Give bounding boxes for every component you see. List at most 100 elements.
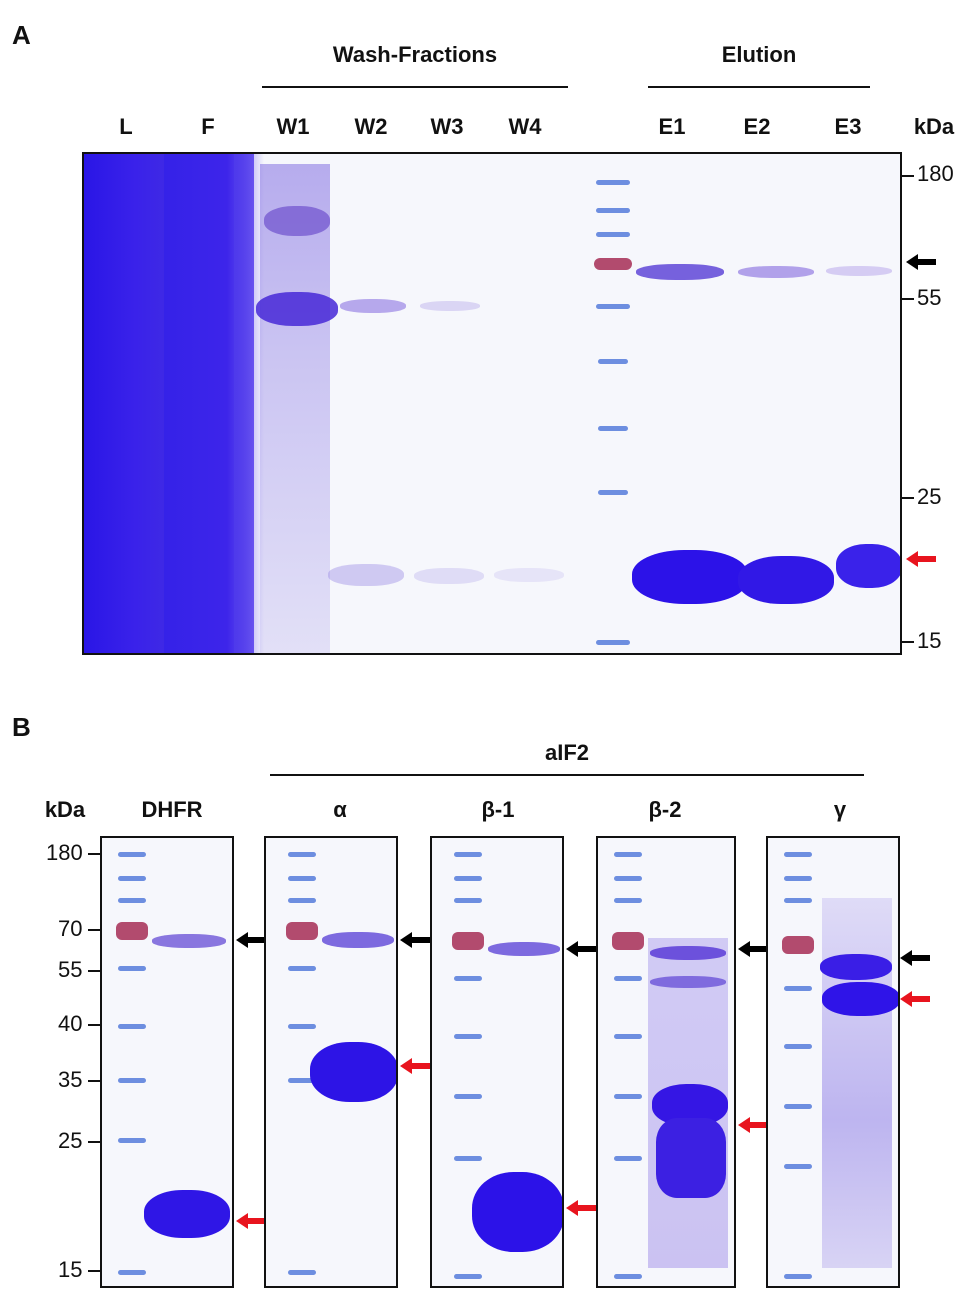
ladder-beta1-180 xyxy=(454,852,482,857)
ladder-gamma-100 xyxy=(784,898,812,903)
ladder-a-70 xyxy=(594,258,632,270)
gel-label-beta2: β-2 xyxy=(648,797,682,822)
beta2-band-55 xyxy=(650,976,726,988)
marker-b-15-label: 15 xyxy=(58,1257,83,1282)
lane-label-w3: W3 xyxy=(430,114,464,139)
ladder-a-15 xyxy=(596,640,630,645)
ladder-a-35 xyxy=(598,426,628,431)
lane-label-e2: E2 xyxy=(743,114,771,139)
ladder-gamma-130 xyxy=(784,876,812,881)
lane-w1-band-55 xyxy=(256,292,338,326)
ladder-dhfr-15 xyxy=(118,1270,146,1275)
ladder-beta1-40 xyxy=(454,1034,482,1039)
elution-rule xyxy=(648,86,870,88)
lane-e1-band-target xyxy=(636,264,724,280)
ladder-beta2-130 xyxy=(614,876,642,881)
lane-label-w1: W1 xyxy=(276,114,310,139)
lane-e3-band-protein xyxy=(836,544,900,588)
lane-l-smear xyxy=(84,154,170,653)
gamma-band-protein xyxy=(822,982,898,1016)
marker-a-180-label: 180 xyxy=(917,161,954,186)
ladder-beta2-180 xyxy=(614,852,642,857)
ladder-gamma-55 xyxy=(784,986,812,991)
panel-b-label: B xyxy=(12,712,31,742)
lane-w2-band-55 xyxy=(340,299,406,313)
lane-e2-band-target xyxy=(738,266,814,278)
ladder-dhfr-180 xyxy=(118,852,146,857)
ladder-beta1-130 xyxy=(454,876,482,881)
ladder-dhfr-55 xyxy=(118,966,146,971)
marker-a-55-label: 55 xyxy=(917,285,942,310)
gel-dhfr xyxy=(100,836,234,1288)
marker-b-15-tick xyxy=(88,1270,100,1272)
lane-label-l: L xyxy=(119,114,133,139)
ladder-alpha-55 xyxy=(288,966,316,971)
aif2-rule xyxy=(270,774,864,776)
lane-w3-band-55 xyxy=(420,301,480,311)
beta2-band-protein-tail xyxy=(656,1118,726,1198)
ladder-gamma-35 xyxy=(784,1104,812,1109)
panel-a-label: A xyxy=(12,20,31,50)
ladder-beta2-55 xyxy=(614,976,642,981)
red-arrow-a xyxy=(906,551,936,567)
lane-label-f: F xyxy=(201,114,215,139)
gel-label-gamma: γ xyxy=(833,797,847,822)
black-arrow-gamma xyxy=(900,950,930,966)
panel-b-kda-label: kDa xyxy=(44,797,86,822)
marker-b-40-label: 40 xyxy=(58,1011,83,1036)
ladder-a-100 xyxy=(596,232,630,237)
beta2-band-target xyxy=(650,946,726,960)
gamma-band-target xyxy=(820,954,892,980)
marker-b-70-tick xyxy=(88,929,100,931)
gel-beta1 xyxy=(430,836,564,1288)
marker-b-25-tick xyxy=(88,1141,100,1143)
ladder-gamma-25 xyxy=(784,1164,812,1169)
gel-a xyxy=(82,152,902,655)
ladder-dhfr-40 xyxy=(118,1024,146,1029)
lane-label-e1: E1 xyxy=(658,114,686,139)
marker-b-70-label: 70 xyxy=(58,916,83,941)
ladder-beta1-25 xyxy=(454,1156,482,1161)
marker-b-55-tick xyxy=(88,970,100,972)
ladder-alpha-40 xyxy=(288,1024,316,1029)
ladder-dhfr-35 xyxy=(118,1078,146,1083)
ladder-alpha-35 xyxy=(288,1078,316,1083)
gel-gamma xyxy=(766,836,900,1288)
lane-e1-band-protein xyxy=(632,550,748,604)
marker-b-180-label: 180 xyxy=(46,840,83,865)
lane-f-tail xyxy=(234,154,264,653)
elution-header: Elution xyxy=(721,42,797,67)
ladder-gamma-15 xyxy=(784,1274,812,1279)
lane-w4-band-low xyxy=(494,568,564,582)
ladder-alpha-180 xyxy=(288,852,316,857)
gel-label-beta1: β-1 xyxy=(481,797,515,822)
red-arrow-beta1 xyxy=(566,1200,596,1216)
marker-a-55-tick xyxy=(902,298,914,300)
ladder-dhfr-70 xyxy=(116,922,148,940)
ladder-a-55 xyxy=(596,304,630,309)
black-arrow-a xyxy=(906,254,936,270)
black-arrow-beta2 xyxy=(738,941,768,957)
beta1-band-protein xyxy=(472,1172,562,1252)
ladder-beta1-15 xyxy=(454,1274,482,1279)
marker-a-25-label: 25 xyxy=(917,484,942,509)
gel-label-dhfr: DHFR xyxy=(141,797,203,822)
marker-b-180-tick xyxy=(88,853,100,855)
lane-e2-band-protein xyxy=(738,556,834,604)
ladder-beta2-40 xyxy=(614,1034,642,1039)
black-arrow-beta1 xyxy=(566,941,596,957)
ladder-gamma-70 xyxy=(782,936,814,954)
dhfr-band-protein xyxy=(144,1190,230,1238)
marker-a-25-tick xyxy=(902,497,914,499)
ladder-alpha-15 xyxy=(288,1270,316,1275)
lane-label-w2: W2 xyxy=(354,114,388,139)
ladder-a-40 xyxy=(598,359,628,364)
lane-label-w4: W4 xyxy=(508,114,542,139)
ladder-gamma-180 xyxy=(784,852,812,857)
red-arrow-beta2 xyxy=(738,1117,768,1133)
ladder-gamma-40 xyxy=(784,1044,812,1049)
red-arrow-gamma xyxy=(900,991,930,1007)
wash-fractions-header: Wash-Fractions xyxy=(332,42,498,67)
ladder-alpha-70 xyxy=(286,922,318,940)
lane-w1-smear xyxy=(260,164,330,653)
